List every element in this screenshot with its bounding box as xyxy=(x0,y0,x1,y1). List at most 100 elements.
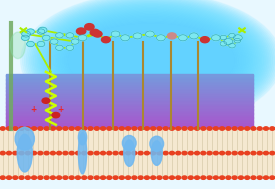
Bar xyxy=(6,116,253,118)
Circle shape xyxy=(38,151,43,155)
Circle shape xyxy=(44,151,49,155)
Circle shape xyxy=(57,176,62,179)
Circle shape xyxy=(220,176,225,179)
Circle shape xyxy=(88,127,93,130)
Circle shape xyxy=(176,176,181,179)
Circle shape xyxy=(75,151,80,155)
Circle shape xyxy=(169,127,174,130)
Circle shape xyxy=(224,39,233,45)
Circle shape xyxy=(157,151,162,155)
Ellipse shape xyxy=(24,0,275,126)
Ellipse shape xyxy=(21,0,275,129)
Circle shape xyxy=(101,37,110,43)
Circle shape xyxy=(126,151,131,155)
Circle shape xyxy=(257,127,262,130)
Circle shape xyxy=(44,127,49,130)
Circle shape xyxy=(201,127,206,130)
Circle shape xyxy=(121,35,130,41)
Circle shape xyxy=(176,151,181,155)
Bar xyxy=(6,83,253,85)
Circle shape xyxy=(88,176,93,179)
Circle shape xyxy=(69,127,74,130)
Circle shape xyxy=(138,151,143,155)
Circle shape xyxy=(27,41,34,47)
Circle shape xyxy=(94,176,99,179)
Circle shape xyxy=(19,151,24,155)
Circle shape xyxy=(263,176,268,179)
Bar xyxy=(0,129,275,178)
Circle shape xyxy=(145,31,154,37)
Circle shape xyxy=(69,151,74,155)
Circle shape xyxy=(0,127,5,130)
Circle shape xyxy=(7,127,12,130)
Circle shape xyxy=(50,39,58,44)
Circle shape xyxy=(21,35,29,40)
Circle shape xyxy=(42,98,50,103)
Circle shape xyxy=(245,151,250,155)
Bar xyxy=(6,121,253,123)
Circle shape xyxy=(63,127,68,130)
Circle shape xyxy=(119,176,124,179)
Circle shape xyxy=(238,176,243,179)
Circle shape xyxy=(132,127,137,130)
Bar xyxy=(6,106,253,108)
Circle shape xyxy=(157,176,162,179)
Bar xyxy=(6,88,253,89)
Bar xyxy=(6,119,253,120)
Circle shape xyxy=(50,151,55,155)
Circle shape xyxy=(27,29,34,34)
Circle shape xyxy=(50,176,55,179)
Circle shape xyxy=(25,151,30,155)
Bar xyxy=(6,111,253,112)
Circle shape xyxy=(144,151,149,155)
Circle shape xyxy=(63,176,68,179)
Circle shape xyxy=(188,151,193,155)
Circle shape xyxy=(207,127,212,130)
Circle shape xyxy=(126,127,131,130)
Circle shape xyxy=(38,127,43,130)
Circle shape xyxy=(226,151,231,155)
Circle shape xyxy=(138,176,143,179)
Circle shape xyxy=(66,33,74,38)
Circle shape xyxy=(57,151,62,155)
Circle shape xyxy=(189,33,198,39)
Circle shape xyxy=(169,176,174,179)
Bar xyxy=(6,113,253,115)
Circle shape xyxy=(195,176,200,179)
Circle shape xyxy=(169,151,174,155)
Bar xyxy=(6,109,253,111)
Ellipse shape xyxy=(10,32,25,59)
Circle shape xyxy=(144,176,149,179)
Ellipse shape xyxy=(124,140,135,166)
Circle shape xyxy=(19,127,24,130)
Circle shape xyxy=(82,176,87,179)
Circle shape xyxy=(0,151,5,155)
Circle shape xyxy=(182,151,187,155)
Bar xyxy=(6,96,253,97)
Circle shape xyxy=(13,151,18,155)
Circle shape xyxy=(226,176,231,179)
Circle shape xyxy=(176,127,181,130)
Circle shape xyxy=(38,27,47,33)
Circle shape xyxy=(57,127,62,130)
Circle shape xyxy=(182,127,187,130)
Circle shape xyxy=(71,39,79,44)
Circle shape xyxy=(232,127,237,130)
Circle shape xyxy=(85,24,94,30)
Circle shape xyxy=(263,151,268,155)
Bar xyxy=(6,100,253,101)
Circle shape xyxy=(257,151,262,155)
Bar xyxy=(6,81,253,82)
Circle shape xyxy=(66,45,74,50)
Circle shape xyxy=(263,127,268,130)
Circle shape xyxy=(133,33,142,39)
Bar xyxy=(6,78,253,80)
Bar xyxy=(6,94,253,96)
Circle shape xyxy=(38,176,43,179)
Circle shape xyxy=(19,176,24,179)
Circle shape xyxy=(32,127,37,130)
Circle shape xyxy=(207,151,212,155)
Circle shape xyxy=(213,127,218,130)
Circle shape xyxy=(126,176,131,179)
Circle shape xyxy=(111,31,120,37)
